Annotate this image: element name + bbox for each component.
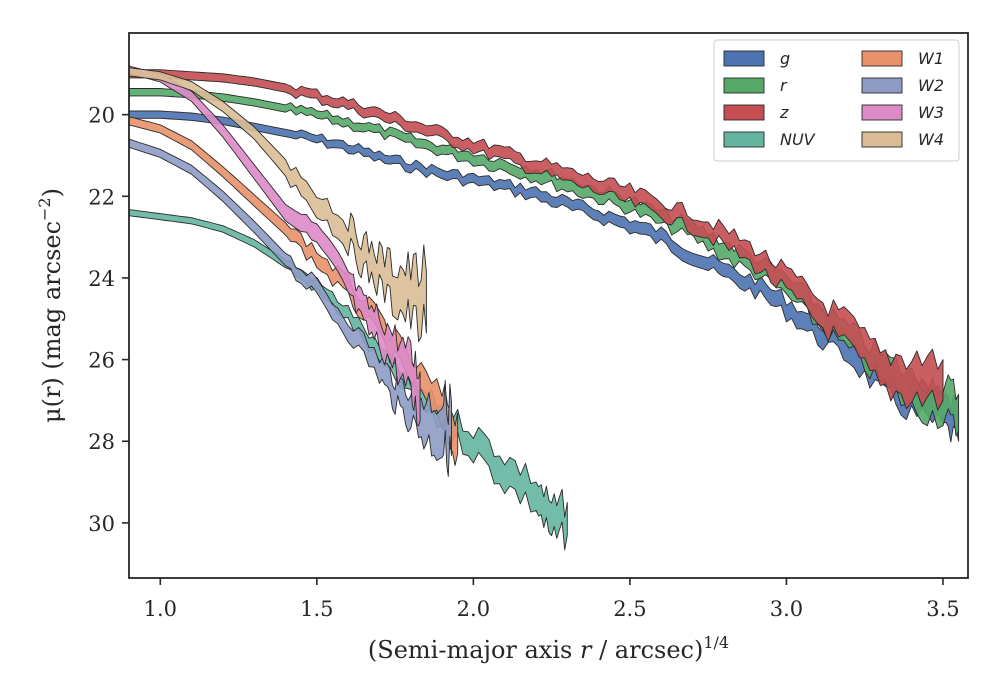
legend-swatch-w3 [861,104,903,121]
band-w4 [128,67,427,343]
band-layer [128,65,960,551]
x-axis-label-sup: 1/4 [703,633,729,652]
x-tick-label: 1.0 [144,597,177,621]
legend-label-w3: W3 [918,103,944,122]
legend-box [713,39,960,162]
x-axis-label-rest: / arcsec) [591,636,703,664]
legend-label-w4: W4 [918,130,944,149]
x-axis-label: (Semi-major axis r / arcsec)1/4 [368,633,729,664]
band-w1 [128,116,459,466]
x-axis-label-var: r [580,636,593,664]
x-tick-label: 3.0 [770,597,803,621]
legend-label-g: g [780,49,790,68]
y-tick-label: 30 [88,512,115,536]
x-axis: 1.0 1.5 2.0 2.5 3.0 3.5 [144,578,960,621]
x-tick-label: 2.0 [457,597,490,621]
band-w3 [128,65,421,427]
legend-label-z: z [779,103,789,122]
legend-label-w2: W2 [918,76,944,95]
legend: grz NUV W1 W2 W3 W4 [713,39,960,162]
y-tick-label: 28 [88,430,115,454]
plot-frame [128,32,969,579]
y-axis-label: μ(r) (mag arcsec−2) [35,188,66,423]
y-tick-label: 20 [88,104,115,128]
legend-swatch-nuv [723,131,765,148]
x-tick-label: 3.5 [926,597,959,621]
band-w2 [128,138,452,477]
y-tick-label: 24 [88,267,115,291]
y-tick-label: 22 [88,185,115,209]
legend-label-nuv: NUV [780,130,816,149]
x-tick-label: 1.5 [300,597,333,621]
y-tick-label: 26 [88,349,115,373]
legend-label-w1: W1 [918,49,944,68]
x-axis-label-main: (Semi-major axis [368,636,580,664]
legend-swatch-w1 [861,50,903,67]
band-g [128,110,960,443]
y-axis-label-sup: −2 [35,197,54,221]
legend-swatch-w4 [861,131,903,148]
legend-swatch-g [723,50,765,67]
legend-swatch-w2 [861,77,903,94]
legend-swatch-z [723,104,765,121]
x-tick-label: 2.5 [613,597,646,621]
legend-swatch-r [723,77,765,94]
y-axis: 20 22 24 26 28 30 [88,104,129,536]
band-z [128,69,944,411]
y-axis-label-close: ) [38,188,66,197]
legend-label-r: r [780,76,788,95]
y-axis-label-main: μ(r) (mag arcsec [38,221,66,423]
band-r [128,88,960,437]
